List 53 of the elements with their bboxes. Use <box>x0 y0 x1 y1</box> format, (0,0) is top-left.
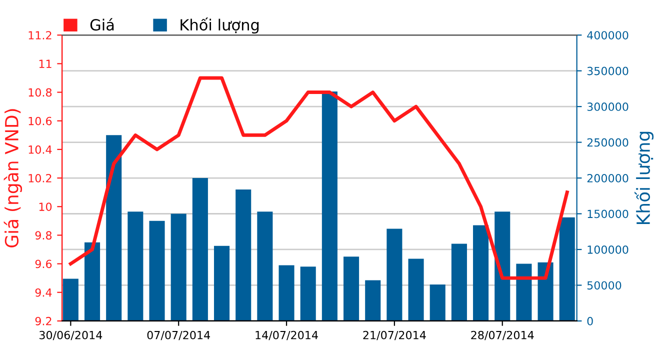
y-tick-label: 9.2 <box>35 316 52 326</box>
bar <box>344 256 360 321</box>
y-tick-label: 9.6 <box>35 260 52 268</box>
x-tick-label: 07/07/2014 <box>147 330 210 340</box>
x-tick-label: 21/07/2014 <box>363 330 426 340</box>
bar <box>494 212 510 321</box>
y-tick-label: 10 <box>39 202 52 211</box>
bar <box>128 212 144 321</box>
legend-label: Khối lượng <box>180 17 259 34</box>
y2-tick-label: 100000 <box>588 245 628 254</box>
bar <box>386 228 402 321</box>
y2-tick-label: 50000 <box>587 281 622 290</box>
y2-tick-label: 250000 <box>587 138 628 147</box>
bar <box>62 278 78 321</box>
y-tick-label: 10.4 <box>28 145 52 154</box>
y-tick-label: 11.2 <box>28 31 52 40</box>
y-tick-label: 10.8 <box>28 88 52 97</box>
bar <box>322 92 338 321</box>
x-tick-label: 14/07/2014 <box>256 330 318 340</box>
y2-tick-label: 0 <box>587 316 593 326</box>
bar <box>236 189 252 321</box>
x-tick-label: 28/07/2014 <box>471 330 534 340</box>
y2-tick-label: 350000 <box>587 66 628 76</box>
y2-tick-label: 300000 <box>587 102 628 111</box>
y-tick-label: 9.8 <box>35 231 52 240</box>
x-tick-label: 30/06/2014 <box>40 330 102 340</box>
y2-tick-label: 400000 <box>587 31 628 40</box>
bar <box>365 280 381 321</box>
y2-axis-title: Khối lượng <box>634 132 654 224</box>
bar <box>170 214 186 321</box>
bar <box>192 178 208 321</box>
bar <box>214 246 230 321</box>
bar <box>84 242 100 321</box>
y2-tick-label: 150000 <box>588 210 628 218</box>
bar <box>451 244 467 321</box>
bar <box>300 266 316 321</box>
bar <box>473 225 489 321</box>
y-tick-label: 11 <box>39 60 52 68</box>
y-tick-label: 9.4 <box>35 288 52 297</box>
y2-tick-label: 200000 <box>587 174 628 182</box>
bar <box>278 265 294 321</box>
bar <box>516 264 532 321</box>
bar <box>538 262 554 321</box>
line-series <box>68 76 569 280</box>
y-tick-label: 10.2 <box>28 174 52 182</box>
bar <box>149 220 165 321</box>
legend-label: Giá <box>90 18 114 31</box>
y-tick-label: 10.6 <box>28 116 52 126</box>
y-axis-title: Giá (ngàn VND) <box>4 109 22 248</box>
bar <box>408 258 424 321</box>
bar <box>106 135 122 321</box>
bar <box>257 212 273 321</box>
bar <box>430 284 446 321</box>
